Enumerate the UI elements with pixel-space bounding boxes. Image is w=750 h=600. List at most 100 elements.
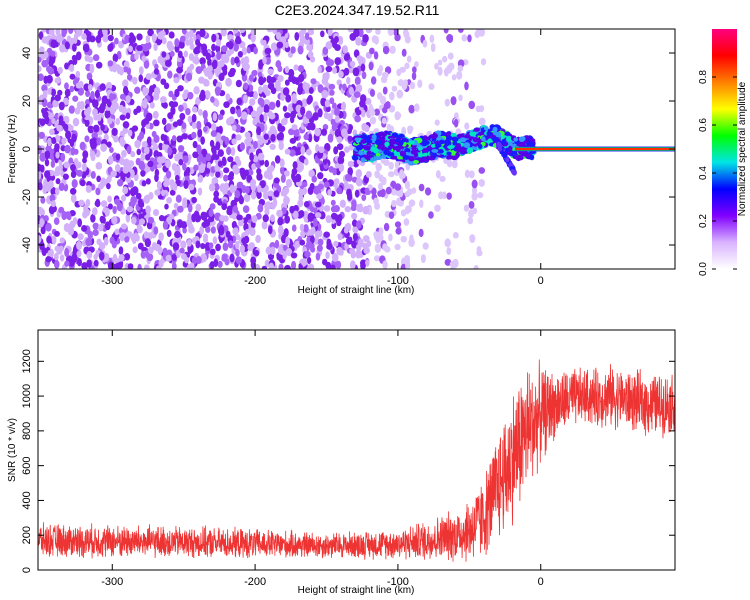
spectrogram-cell (389, 91, 395, 101)
spectrogram-cell (45, 222, 52, 232)
spectrogram-cell (201, 221, 208, 229)
spectrogram-cell (249, 227, 256, 237)
spectrogram-cell (172, 121, 179, 128)
spectrogram-cell (256, 126, 262, 136)
spectrogram-cell (314, 230, 320, 240)
spectrogram-cell (70, 193, 77, 203)
spectrogram-cell (219, 59, 225, 68)
spectrogram-cell (451, 74, 457, 81)
spectrogram-cell (346, 76, 351, 85)
spectrogram-cell (457, 65, 464, 72)
spectrogram-cell (188, 223, 194, 231)
spectrogram-cell (362, 206, 370, 215)
spectrogram-cell (236, 214, 243, 221)
spectrogram-cell (468, 100, 476, 110)
spectrogram-cell (325, 65, 333, 73)
spectrogram-cell (152, 209, 160, 217)
spectrogram-cell (138, 162, 146, 170)
spectrogram-cell (280, 234, 287, 244)
spectrogram-cell (213, 190, 220, 198)
spectrogram-cell (138, 74, 144, 83)
spectrogram-cell (234, 155, 240, 164)
spectrogram-cell (263, 99, 270, 106)
spectrogram-cell (373, 231, 380, 241)
spectrogram-cell (176, 119, 184, 127)
spectrogram-cell (406, 55, 412, 63)
spectrogram-cell (64, 144, 71, 154)
spectrogram-x-label: Height of straight line (km) (298, 285, 415, 296)
spectrogram-cell (118, 66, 124, 76)
spectrogram-cell (238, 195, 244, 205)
spectrogram-cell (241, 185, 247, 194)
spectrogram-cell (409, 234, 414, 244)
spectrogram-cell (198, 76, 205, 84)
spectrogram-cell (241, 62, 248, 69)
spectrogram-cell (149, 101, 155, 109)
spectrogram-cell (361, 194, 367, 202)
spectrogram-cell (258, 60, 264, 70)
spectrogram-cell (125, 95, 131, 104)
spectrogram-cell (127, 231, 133, 238)
spectrogram-cell (238, 219, 244, 227)
spectrogram-cell (154, 63, 159, 70)
spectrogram-cell (68, 124, 74, 132)
spectrogram-cell (298, 210, 305, 218)
spectrogram-cell (49, 128, 55, 136)
spectrogram-cell (182, 227, 187, 234)
spectrogram-cell (355, 83, 363, 93)
spectrogram-cell (63, 161, 70, 169)
spectrogram-cell (342, 45, 348, 54)
spectrogram-cell (187, 91, 194, 100)
spectrogram-cell (163, 82, 170, 90)
spectrogram-cell (39, 152, 46, 162)
spectrogram-cell (175, 174, 180, 182)
spectrogram-cell (102, 206, 108, 214)
spectrogram-cell (358, 150, 364, 156)
spectrogram-cell (325, 251, 330, 259)
spectrogram-cell (324, 99, 331, 108)
spectrogram-cell (339, 199, 346, 208)
spectrogram-cell (160, 133, 166, 142)
spectrogram-cell (131, 125, 139, 132)
spectrogram-cell (145, 112, 153, 122)
spectrogram-cell (98, 242, 106, 250)
spectrogram-cell (55, 187, 60, 196)
spectrogram-cell (168, 31, 175, 39)
spectrogram-cell (429, 34, 435, 43)
spectrogram-cell (217, 149, 224, 157)
spectrogram-cell (267, 190, 274, 197)
spectrogram-cell (353, 91, 361, 98)
spectrogram-cell (254, 249, 260, 257)
spectrogram-cell (72, 56, 78, 65)
spectrogram-cell (153, 134, 160, 143)
spectrogram-cell (262, 112, 268, 122)
spectrogram-cell (319, 163, 325, 172)
spectrogram-cell (229, 184, 235, 194)
spectrogram-cell (227, 240, 234, 249)
spectrogram-cell (93, 253, 98, 260)
spectrogram-cell (191, 213, 197, 223)
spectrogram-cell (446, 159, 453, 168)
spectrogram-cell (521, 136, 526, 142)
spectrogram-cell (284, 41, 290, 49)
spectrogram-cell (314, 127, 321, 137)
spectrogram-cell (394, 183, 402, 191)
spectrogram-cell (159, 156, 166, 164)
spectrogram-cell (101, 29, 108, 34)
spectrogram-cell (241, 111, 248, 120)
spectrogram-cell (370, 157, 375, 161)
spectrogram-cell (376, 92, 383, 100)
spectrogram-cell (217, 260, 223, 268)
spectrogram-cell (228, 116, 235, 125)
spectrogram-cell (67, 226, 75, 236)
spectrogram-cell (159, 30, 166, 38)
spectrogram-cell (347, 29, 354, 33)
spectrogram-cell (59, 44, 66, 53)
spectrogram-cell (312, 218, 318, 228)
spectrogram-cell (459, 137, 467, 143)
spectrogram-cell (217, 114, 224, 121)
spectrogram-cell (92, 54, 100, 62)
spectrogram-cell (285, 94, 292, 103)
spectrogram-cell (320, 30, 325, 38)
x-tick-label: -300 (101, 275, 123, 287)
